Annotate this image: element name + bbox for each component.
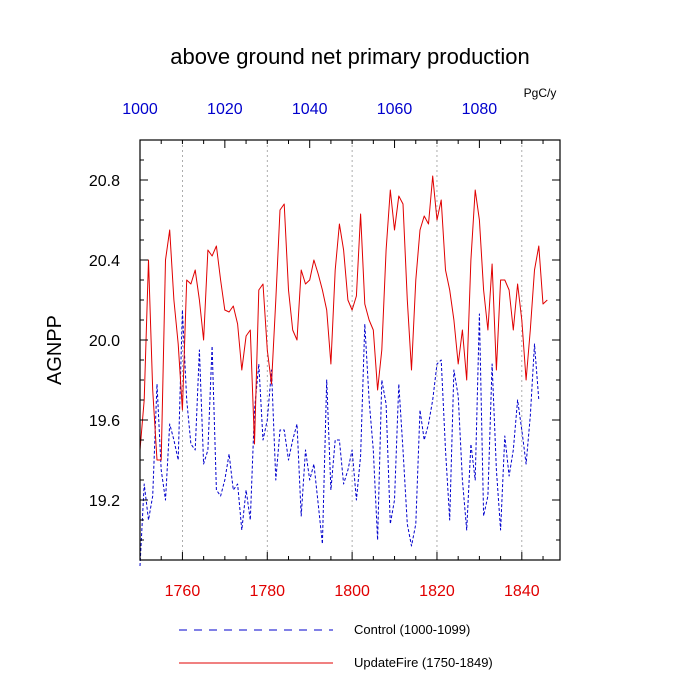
y-tick-label: 20.0 (89, 333, 120, 350)
plot-frame (139, 139, 561, 561)
legend: Control (1000-1099) UpdateFire (1750-184… (179, 622, 493, 670)
y-tick-label: 19.6 (89, 413, 120, 430)
y-tick-label: 20.4 (89, 253, 120, 270)
tick-labels: 1760 1780 1800 1820 1840 1000 1020 1040 1060 1080… (89, 101, 540, 600)
legend-label-updatefire: UpdateFire (1750-1849) (354, 655, 493, 670)
x-tick-label-top: 1040 (292, 101, 328, 118)
series-line-updatefire (139, 175, 548, 461)
x-tick-label-bottom: 1780 (249, 583, 285, 600)
series-layer (139, 175, 548, 567)
series-line-control (139, 309, 540, 567)
legend-label-control: Control (1000-1099) (354, 622, 470, 637)
chart-title: above ground net primary production (170, 44, 530, 69)
x-tick-label-bottom: 1800 (334, 583, 370, 600)
x-tick-label-top: 1000 (122, 101, 158, 118)
y-tick-label: 19.2 (89, 493, 120, 510)
x-tick-label-bottom: 1840 (504, 583, 540, 600)
x-tick-label-top: 1020 (207, 101, 243, 118)
x-tick-label-top: 1060 (377, 101, 413, 118)
y-tick-label: 20.8 (89, 173, 120, 190)
y-axis-label: AGNPP (44, 315, 66, 385)
x-tick-label-top: 1080 (462, 101, 498, 118)
x-tick-label-bottom: 1820 (419, 583, 455, 600)
axis-ticks (139, 139, 560, 561)
grid-lines (182, 140, 523, 560)
units-label: PgC/y (524, 86, 557, 100)
x-tick-label-bottom: 1760 (165, 583, 201, 600)
